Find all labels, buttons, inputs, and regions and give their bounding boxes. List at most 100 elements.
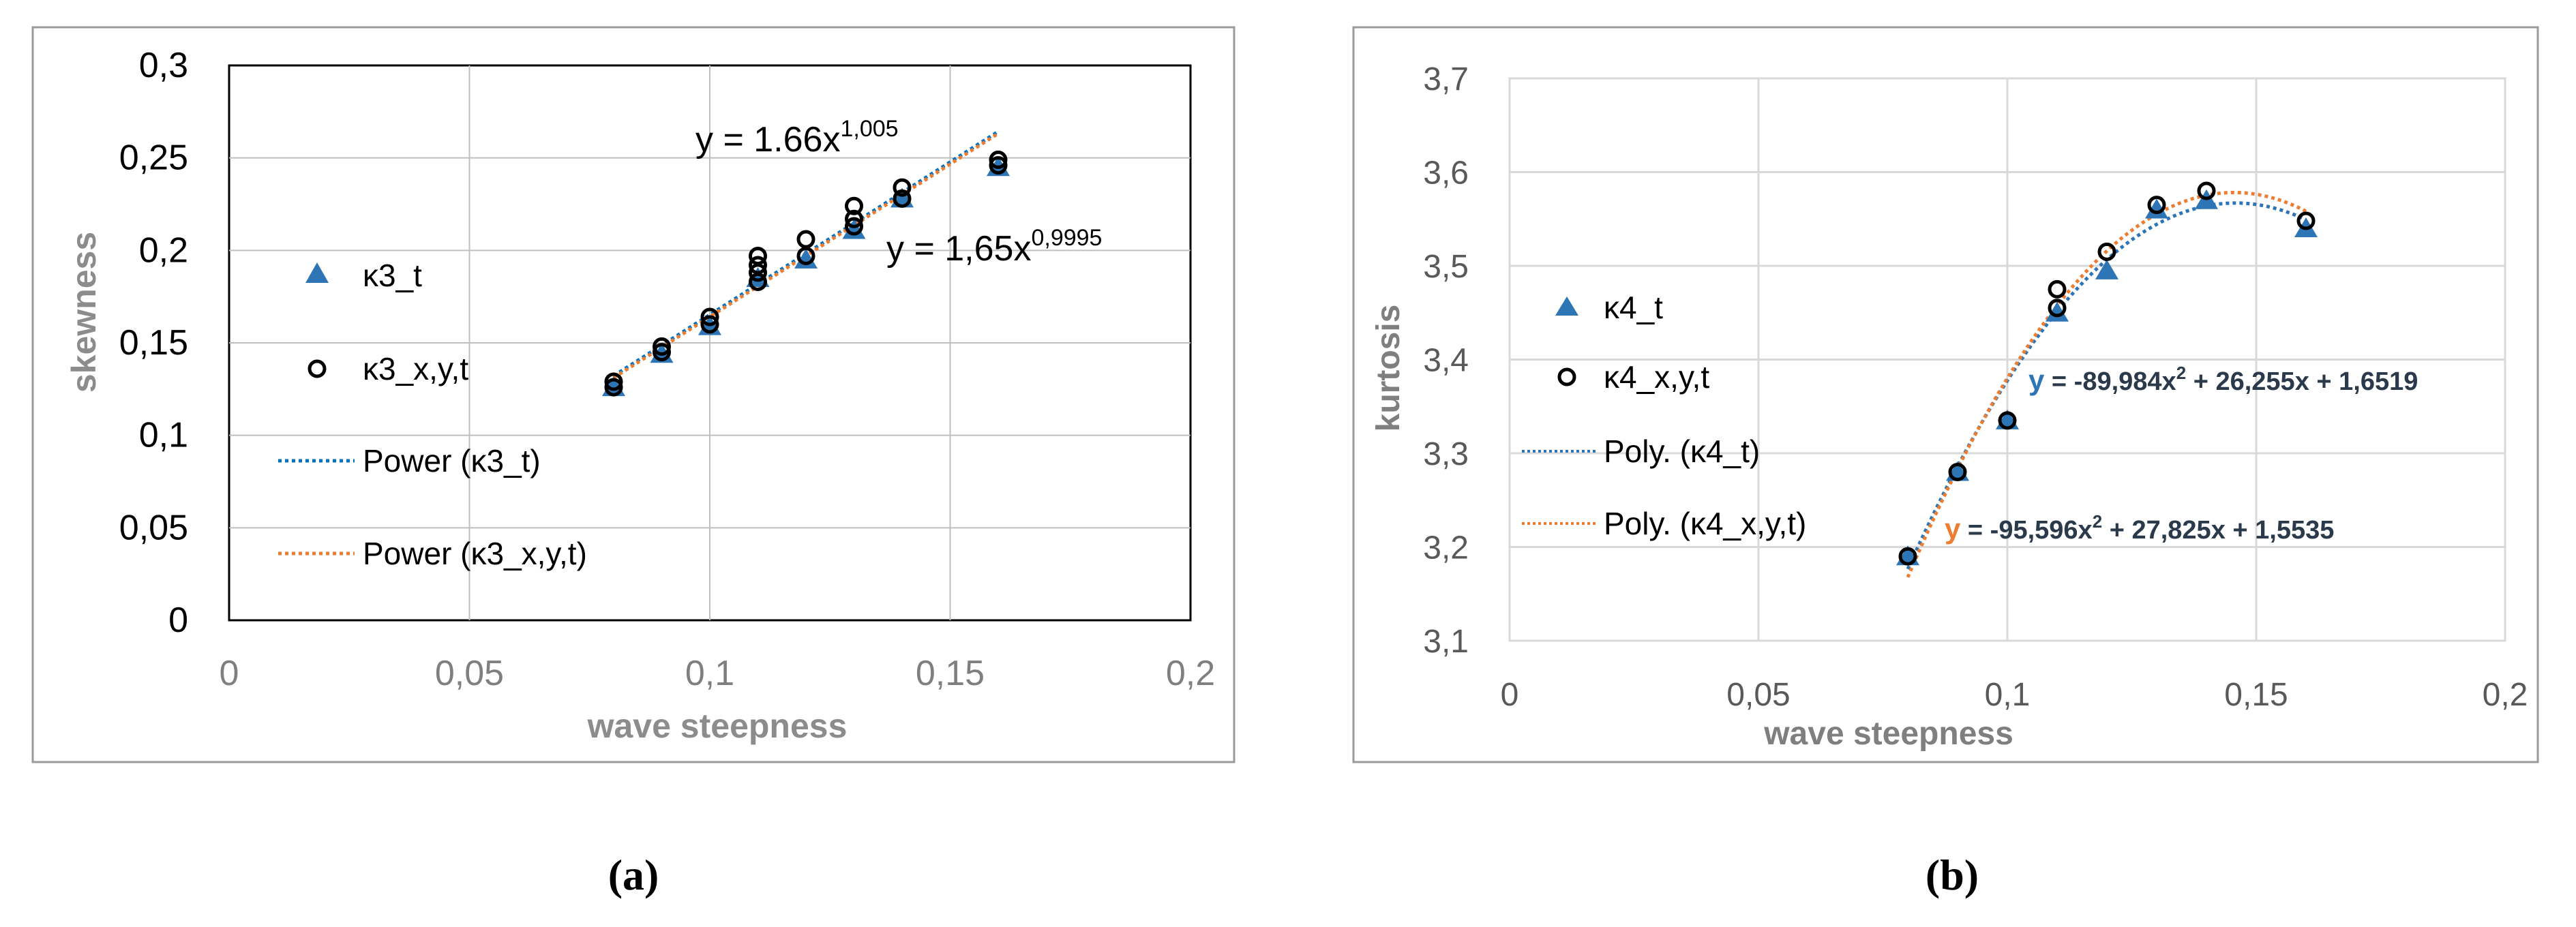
- y-tick-label: 3,2: [1423, 530, 1469, 566]
- circle-marker: [989, 156, 1008, 175]
- panel-a-equation-xyt: y = 1.66x1,005: [695, 116, 899, 159]
- panel-b-equation-xyt: y = -95,596x2 + 27,825x + 1,5535: [1945, 511, 2334, 545]
- panel-a-x-tick-labels: 0 0,05 0,1 0,15 0,2: [220, 654, 1216, 693]
- equation-xyt-base: = -95,596x: [1960, 516, 2092, 545]
- panel-a-x-axis-label: wave steepness: [587, 707, 848, 745]
- panel-b-x-tick-labels: 0 0,05 0,1 0,15 0,2: [1501, 677, 2528, 713]
- circle-marker: [604, 378, 623, 397]
- legend-triangle-marker: [305, 262, 329, 283]
- y-tick-label: 3,5: [1423, 249, 1469, 285]
- triangle-marker: [2046, 301, 2069, 322]
- equation-xyt-base: y = 1.66x: [695, 120, 840, 159]
- y-tick-label: 3,4: [1423, 343, 1469, 379]
- x-tick-label: 0: [1501, 677, 1519, 713]
- circle-marker: [893, 189, 912, 208]
- circle-marker: [700, 307, 719, 326]
- circle-marker: [1998, 411, 2017, 430]
- y-tick-label: 0,25: [119, 138, 188, 178]
- panel-a-label: (a): [608, 851, 659, 899]
- circle-marker: [700, 315, 719, 334]
- y-tick-label: 0,1: [139, 416, 188, 455]
- circle-marker: [749, 256, 767, 275]
- circle-marker: [653, 343, 671, 362]
- circle-marker: [796, 230, 815, 249]
- x-tick-label: 0,1: [685, 654, 734, 693]
- circle-marker: [653, 337, 671, 356]
- panel-a-series-k3-xyt: [604, 150, 1008, 397]
- x-tick-label: 0,2: [1166, 654, 1215, 693]
- panel-b: 3,1 3,2 3,3 3,4 3,5 3,6 3,7 0 0,05 0,1 0,15 0,2 wa…: [1352, 26, 2539, 899]
- equation-xyt-y: y: [1945, 513, 1961, 545]
- circle-marker: [2048, 279, 2067, 299]
- legend-label-k4-t: κ4_t: [1604, 290, 1663, 325]
- circle-marker: [2296, 211, 2316, 230]
- circle-marker: [845, 209, 863, 228]
- y-tick-label: 3,1: [1423, 624, 1469, 660]
- panel-b-y-tick-labels: 3,1 3,2 3,3 3,4 3,5 3,6 3,7: [1423, 61, 1469, 660]
- triangle-marker: [842, 219, 866, 239]
- equation-t-base: y = 1,65x: [886, 229, 1031, 269]
- x-tick-label: 0,05: [435, 654, 504, 693]
- y-tick-label: 0,3: [139, 46, 188, 85]
- panel-a: 0 0,05 0,1 0,15 0,2 0,25 0,3 0 0,05 0,1 0,15 0,2 w…: [31, 26, 1235, 899]
- equation-t-rest: + 26,255x + 1,6519: [2186, 367, 2418, 396]
- circle-marker: [1898, 547, 1917, 566]
- panel-b-label: (b): [1926, 851, 1979, 899]
- circle-marker: [2147, 196, 2166, 215]
- y-tick-label: 3,3: [1423, 436, 1469, 472]
- equation-xyt-rest: + 27,825x + 1,5535: [2102, 516, 2334, 545]
- triangle-marker: [2095, 259, 2118, 279]
- panel-a-equation-t: y = 1,65x0,9995: [886, 225, 1102, 269]
- triangle-marker: [794, 248, 818, 269]
- panel-b-gridlines: [1510, 78, 2505, 641]
- circle-marker: [893, 178, 912, 197]
- equation-xyt-exponent: 1,005: [840, 116, 898, 142]
- legend-label-k3-xyt: κ3_x,y,t: [363, 351, 468, 386]
- x-tick-label: 0,15: [2224, 677, 2288, 713]
- circle-marker: [749, 246, 767, 265]
- equation-t-exponent: 2: [2176, 363, 2186, 383]
- circle-marker: [604, 372, 623, 391]
- legend-label-poly-k4-xyt: Poly. (κ4_x,y,t): [1604, 506, 1806, 541]
- y-tick-label: 0,05: [119, 508, 188, 547]
- circle-marker: [2197, 181, 2216, 200]
- panel-b-equation-t: y = -89,984x2 + 26,255x + 1,6519: [2028, 363, 2418, 396]
- equation-t-y: y: [2028, 364, 2045, 396]
- x-tick-label: 0,1: [1985, 677, 2031, 713]
- circle-marker: [845, 196, 863, 215]
- panel-a-y-axis-label: skewness: [65, 232, 103, 393]
- panel-b-x-axis-label: wave steepness: [1763, 716, 2013, 752]
- y-tick-label: 0,2: [139, 230, 188, 270]
- equation-t-exponent: 0,9995: [1031, 225, 1102, 251]
- legend-circle-marker: [308, 359, 327, 378]
- equation-xyt-exponent: 2: [2093, 511, 2102, 532]
- y-tick-label: 0: [168, 601, 188, 640]
- legend-triangle-marker: [1555, 297, 1578, 316]
- panel-a-y-tick-labels: 0 0,05 0,1 0,15 0,2 0,25 0,3: [119, 46, 188, 640]
- panel-b-y-axis-label: kurtosis: [1371, 305, 1407, 432]
- y-tick-label: 3,6: [1423, 155, 1469, 192]
- circle-marker: [2048, 299, 2067, 318]
- circle-marker: [2097, 242, 2116, 261]
- circle-marker: [845, 217, 863, 236]
- equation-t-base: = -89,984x: [2044, 367, 2176, 396]
- legend-label-power-k3-t: Power (κ3_t): [363, 443, 541, 478]
- y-tick-label: 3,7: [1423, 61, 1469, 97]
- trendline-poly2: [1906, 190, 2307, 578]
- legend-label-poly-k4-t: Poly. (κ4_t): [1604, 434, 1760, 469]
- triangle-marker: [2145, 198, 2168, 219]
- circle-marker: [1948, 463, 1967, 481]
- circle-marker: [989, 150, 1008, 169]
- panel-b-series-k4-xyt: [1898, 181, 2316, 566]
- legend-label-k4-xyt: κ4_x,y,t: [1604, 359, 1709, 395]
- x-tick-label: 0: [220, 654, 239, 693]
- y-tick-label: 0,15: [119, 323, 188, 363]
- panel-a-legend: κ3_t κ3_x,y,t Power (κ3_t) Power (κ3_x,y…: [278, 258, 587, 571]
- legend-label-power-k3-xyt: Power (κ3_x,y,t): [363, 536, 587, 571]
- legend-label-k3-t: κ3_t: [363, 258, 422, 293]
- legend-circle-marker: [1557, 367, 1576, 386]
- panel-a-gridlines: [229, 65, 1190, 620]
- x-tick-label: 0,05: [1726, 677, 1790, 713]
- panel-b-legend: κ4_t κ4_x,y,t Poly. (κ4_t) Poly. (κ4_x,y…: [1522, 290, 1806, 541]
